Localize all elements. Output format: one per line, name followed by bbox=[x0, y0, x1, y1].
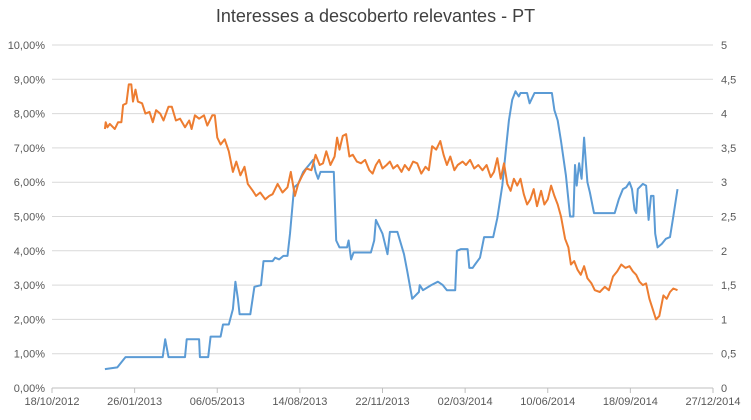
y-right-tick-label: 2 bbox=[721, 246, 727, 258]
y-right-tick-label: 4,5 bbox=[721, 74, 736, 86]
x-tick-label: 27/12/2014 bbox=[685, 396, 740, 408]
x-tick-label: 26/01/2013 bbox=[107, 396, 162, 408]
x-tick-label: 02/03/2014 bbox=[438, 396, 493, 408]
y-left-tick-label: 4,00% bbox=[14, 246, 45, 258]
x-tick-label: 06/05/2013 bbox=[190, 396, 245, 408]
y-right-tick-label: 0 bbox=[721, 383, 727, 395]
x-tick-label: 22/11/2013 bbox=[355, 396, 409, 408]
x-tick-label: 18/09/2014 bbox=[603, 396, 658, 408]
y-right-tick-label: 3 bbox=[721, 177, 727, 189]
y-left-tick-label: 5,00% bbox=[14, 212, 45, 224]
y-left-tick-label: 8,00% bbox=[14, 109, 45, 121]
y-left-tick-label: 1,00% bbox=[14, 349, 45, 361]
x-tick-label: 10/06/2014 bbox=[520, 396, 575, 408]
y-left-tick-label: 7,00% bbox=[14, 143, 45, 155]
chart-title: Interesses a descoberto relevantes - PT bbox=[215, 6, 536, 26]
series-line-2 bbox=[103, 83, 678, 321]
series-line-1 bbox=[104, 90, 679, 371]
y-right-tick-label: 1,5 bbox=[721, 280, 736, 292]
x-tick-label: 18/10/2012 bbox=[24, 396, 79, 408]
y-left-tick-label: 3,00% bbox=[14, 280, 45, 292]
y-left-tick-label: 10,00% bbox=[8, 40, 46, 52]
x-tick-label: 14/08/2013 bbox=[272, 396, 327, 408]
y-right-tick-label: 3,5 bbox=[721, 143, 736, 155]
y-right-tick-label: 1 bbox=[721, 314, 727, 326]
y-right-tick-label: 2,5 bbox=[721, 212, 736, 224]
y-right-tick-label: 5 bbox=[721, 40, 727, 52]
y-left-tick-label: 2,00% bbox=[14, 314, 45, 326]
y-left-tick-label: 0,00% bbox=[14, 383, 45, 395]
y-right-tick-label: 4 bbox=[721, 109, 727, 121]
y-left-tick-label: 9,00% bbox=[14, 74, 45, 86]
y-right-tick-label: 0,5 bbox=[721, 349, 736, 361]
y-left-tick-label: 6,00% bbox=[14, 177, 45, 189]
